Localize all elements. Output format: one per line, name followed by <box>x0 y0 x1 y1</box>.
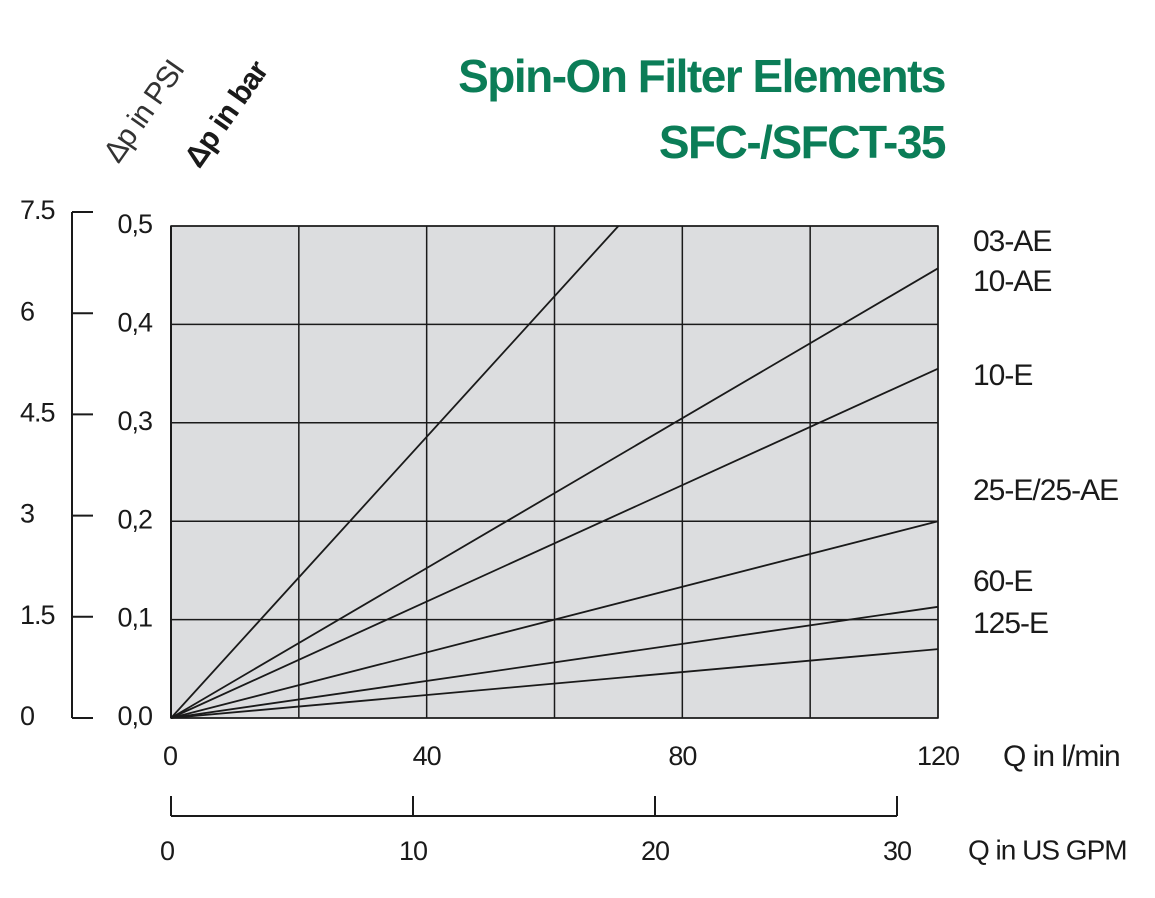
y-tick-label: 0,0 <box>117 701 152 731</box>
series-label: 10-AE <box>973 265 1051 298</box>
y2-tick-label: 1.5 <box>20 600 55 630</box>
y-tick-label: 0,1 <box>117 603 152 633</box>
x-tick-label: 80 <box>668 741 696 771</box>
series-label: 60-E <box>973 565 1032 598</box>
series-label: 03-AE <box>973 225 1051 258</box>
y2-tick-label: 0 <box>20 701 34 731</box>
x-tick-label: 120 <box>917 741 959 771</box>
y-axis-label: Δp in bar <box>178 55 275 174</box>
x-axis-label: Q in l/min <box>1003 740 1120 773</box>
y2-tick-label: 6 <box>20 296 34 326</box>
x2-tick-label: 10 <box>399 836 427 866</box>
series-label: 125-E <box>973 607 1048 640</box>
chart-subtitle: SFC-/SFCT-35 <box>659 116 946 168</box>
x2-tick-label: 30 <box>883 836 911 866</box>
chart-title: Spin-On Filter Elements <box>458 50 945 102</box>
y-tick-label: 0,3 <box>117 406 152 436</box>
x-tick-label: 0 <box>163 741 177 771</box>
series-line <box>170 648 939 719</box>
series-line <box>170 520 939 719</box>
series-line <box>170 605 939 719</box>
y2-axis-label: Δp in PSI <box>97 55 191 169</box>
y2-tick-label: 3 <box>20 499 34 529</box>
x2-tick-label: 20 <box>641 836 669 866</box>
y-tick-label: 0,5 <box>117 209 152 239</box>
series-line <box>170 225 620 719</box>
x-tick-label: 40 <box>413 741 441 771</box>
series-label: 25-E/25-AE <box>973 474 1118 507</box>
series-line <box>170 267 939 719</box>
y-tick-label: 0,2 <box>117 504 152 534</box>
y-tick-label: 0,4 <box>117 308 153 338</box>
x2-axis-label: Q in US GPM <box>968 834 1127 865</box>
y2-tick-label: 4.5 <box>20 398 55 428</box>
x2-tick-label: 0 <box>160 836 174 866</box>
series-line <box>170 367 939 719</box>
y2-tick-label: 7.5 <box>20 195 55 225</box>
series-label: 10-E <box>973 359 1032 392</box>
